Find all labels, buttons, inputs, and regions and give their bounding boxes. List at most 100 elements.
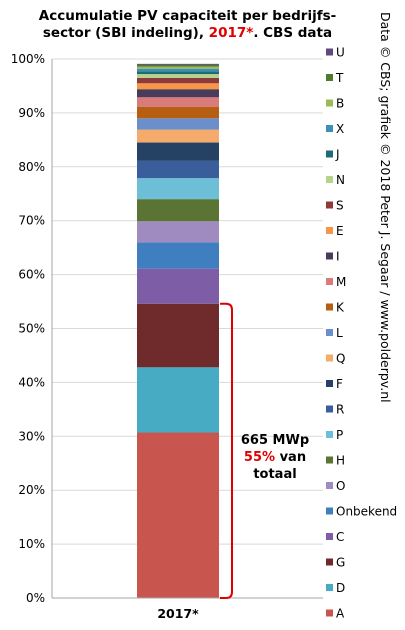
legend-swatch-c [326,533,333,540]
bar-segment-o [137,221,219,243]
legend-swatch-t [326,74,333,81]
legend-swatch-s [326,201,333,209]
legend-swatch-h [326,456,333,464]
bar-segment-u [137,63,219,65]
legend-label-g: G [336,556,345,570]
legend-label-m: M [336,275,346,289]
legend-label-a: A [336,607,345,621]
legend-label-x: X [336,122,344,136]
bar-segment-d [137,367,219,433]
legend-label-t: T [335,71,344,85]
legend-label-l: L [336,326,343,340]
bar-segment-f [137,142,219,161]
y-tick-label: 10% [18,537,45,551]
axes [51,59,323,599]
legend-swatch-n [326,176,333,183]
y-tick-label: 40% [18,375,45,389]
y-axis-tick-labels: 0% 10% 20% 30% 40% 50% 60% 70% 80% 90% 100% [11,52,45,605]
legend-swatch-r [326,405,333,413]
legend-label-e: E [336,224,344,238]
legend-swatch-b [326,99,333,107]
annotation-total-text: totaal [253,467,296,482]
chart-title-line-2: sector (SBI indeling), 2017*. CBS data [0,25,375,42]
bar-segment-p [137,178,219,200]
annotation-bracket: 665 MWp 55% van totaal [220,302,309,599]
legend-label-n: N [336,173,345,187]
chart-title-line-1: Accumulatie PV capaciteit per bedrijfs- [38,8,337,24]
bar-segment-k [137,106,219,119]
bar-segment-s [137,77,219,84]
annotation-share-percent: 55% [244,450,275,465]
bar-segment-onbekend [137,242,219,269]
annotation-share-text: 55% van [244,450,306,465]
legend-label-p: P [336,428,343,442]
y-tick-label: 50% [18,322,45,336]
legend-swatch-e [326,227,333,234]
legend-label-o: O [336,479,345,493]
chart-title: Accumulatie PV capaciteit per bedrijfs- … [0,8,375,42]
y-tick-label: 80% [18,160,45,174]
bar-segment-h [137,199,219,222]
chart-title-part: sector (SBI indeling), [42,25,209,41]
y-tick-label: 60% [18,268,45,282]
x-category-label: 2017* [157,606,199,621]
bar-segment-a [137,432,219,598]
legend-label-r: R [336,403,344,417]
y-tick-label: 30% [18,429,45,443]
legend-label-j: J [335,148,340,162]
source-credit: Data © CBS; grafiek © 2018 Peter J. Sega… [378,12,393,403]
chart-title-part-end: . CBS data [253,25,333,41]
bracket-line [220,302,233,599]
y-tick-label: 90% [18,106,45,120]
legend-swatch-l [326,329,333,336]
legend-label-c: C [336,530,344,544]
bar-segment-b [137,66,219,69]
legend-swatch-u [326,48,333,56]
bar-segments [137,63,219,598]
bar-segment-x [137,68,219,72]
legend-swatch-onbekend [326,507,333,515]
bar-segment-g [137,303,219,368]
legend-swatch-m [326,278,333,285]
y-tick-label: 100% [11,52,45,66]
legend-swatch-j [326,150,333,158]
legend-label-onbekend: Onbekend [336,505,397,519]
bar-segment-t [137,64,219,67]
legend-label-b: B [336,97,344,111]
legend-swatch-x [326,125,333,132]
legend-label-u: U [336,46,345,60]
chart-title-year: 2017* [208,25,254,41]
bar-segment-n [137,74,219,78]
legend-swatch-d [326,584,333,591]
legend-swatch-p [326,431,333,438]
legend-swatch-i [326,252,333,260]
legend-swatch-f [326,380,333,387]
bar-segment-i [137,89,219,98]
legend-swatch-q [326,354,333,362]
legend-swatch-k [326,303,333,311]
annotation-capacity-text: 665 MWp [241,433,309,448]
bar-segment-j [137,71,219,75]
bar-segment-m [137,97,219,107]
legend-swatch-o [326,482,333,489]
legend-label-f: F [336,377,343,391]
legend-label-h: H [336,454,345,468]
legend-label-q: Q [336,352,345,366]
legend-label-k: K [336,301,345,315]
legend-label-s: S [336,199,344,213]
bar-segment-c [137,268,219,304]
legend-swatch-g [326,558,333,566]
bar-segment-r [137,160,219,179]
y-tick-label: 70% [18,214,45,228]
y-tick-label: 0% [26,591,45,605]
bar-segment-q [137,129,219,143]
y-tick-label: 20% [18,483,45,497]
legend-label-i: I [336,250,340,264]
legend-label-d: D [336,581,345,595]
bar-segment-l [137,118,219,130]
annotation-share-rest: van [275,450,306,465]
bar-segment-e [137,83,219,90]
legend-swatch-a [326,609,333,617]
